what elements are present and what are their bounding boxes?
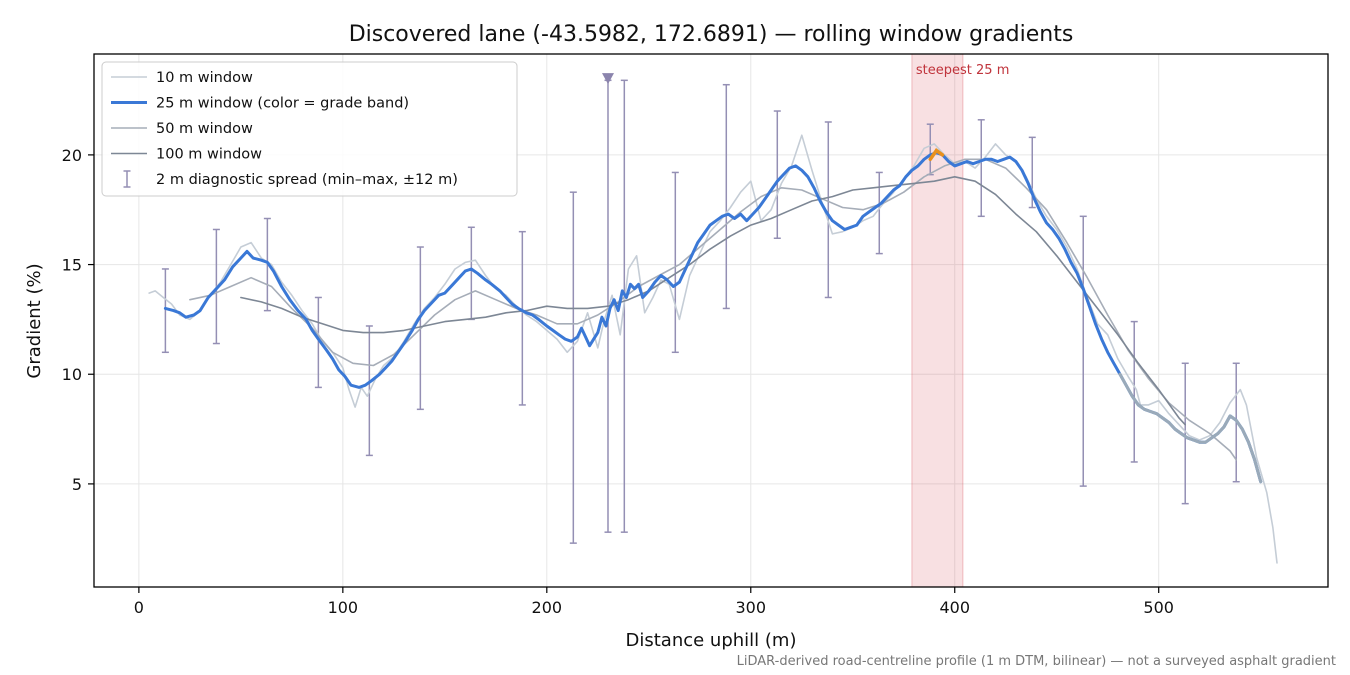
error-bar <box>824 121 832 299</box>
steepest-segment <box>928 148 945 162</box>
legend-label: 50 m window <box>156 121 253 137</box>
x-axis-label: Distance uphill (m) <box>626 630 797 651</box>
x-tick-label: 400 <box>939 598 970 617</box>
legend-box <box>101 61 518 197</box>
error-bar <box>518 230 526 406</box>
legend: 10 m window 25 m window (color = grade ba… <box>101 61 518 197</box>
chart-title: Discovered lane (-43.5982, 172.6891) — r… <box>349 22 1074 47</box>
steepest-band <box>911 53 964 588</box>
series-line <box>240 176 1186 426</box>
error-bar <box>875 171 883 255</box>
series-line <box>148 134 1278 564</box>
legend-label: 25 m window (color = grade band) <box>156 96 409 112</box>
axes-frame <box>93 53 1329 588</box>
y-tick-label: 20 <box>62 146 82 165</box>
x-tick-label: 200 <box>532 598 563 617</box>
plot-area: steepest 25 m 0 100 200 300 400 500 5 10 15 20 <box>62 53 1329 617</box>
footnote: LiDAR-derived road-centreline profile (1… <box>737 654 1336 669</box>
series-line <box>189 158 1237 461</box>
error-bar <box>314 296 322 389</box>
error-bar <box>773 110 781 239</box>
y-tick-label: 10 <box>62 365 82 384</box>
x-tick-label: 0 <box>134 598 144 617</box>
legend-label: 10 m window <box>156 70 253 86</box>
error-bar <box>1130 320 1138 463</box>
x-tick-label: 100 <box>328 598 359 617</box>
x-tick-label: 300 <box>736 598 767 617</box>
y-tick-label: 15 <box>62 256 82 275</box>
legend-label: 100 m window <box>156 147 262 163</box>
y-tick-label: 5 <box>72 475 82 494</box>
steepest-label: steepest 25 m <box>916 63 1009 78</box>
series-line-low-band <box>1118 372 1263 484</box>
error-bar <box>569 191 577 544</box>
error-bar <box>977 119 985 218</box>
legend-label: 2 m diagnostic spread (min–max, ±12 m) <box>156 172 458 188</box>
error-bar <box>1079 215 1087 487</box>
triangle-marker <box>601 73 614 85</box>
error-bar <box>161 268 169 354</box>
error-bar <box>1181 362 1189 505</box>
error-bar <box>671 171 679 354</box>
x-tick-label: 500 <box>1143 598 1174 617</box>
series-line <box>163 151 1263 484</box>
error-bar <box>722 83 730 310</box>
y-axis-label: Gradient (%) <box>24 263 45 378</box>
